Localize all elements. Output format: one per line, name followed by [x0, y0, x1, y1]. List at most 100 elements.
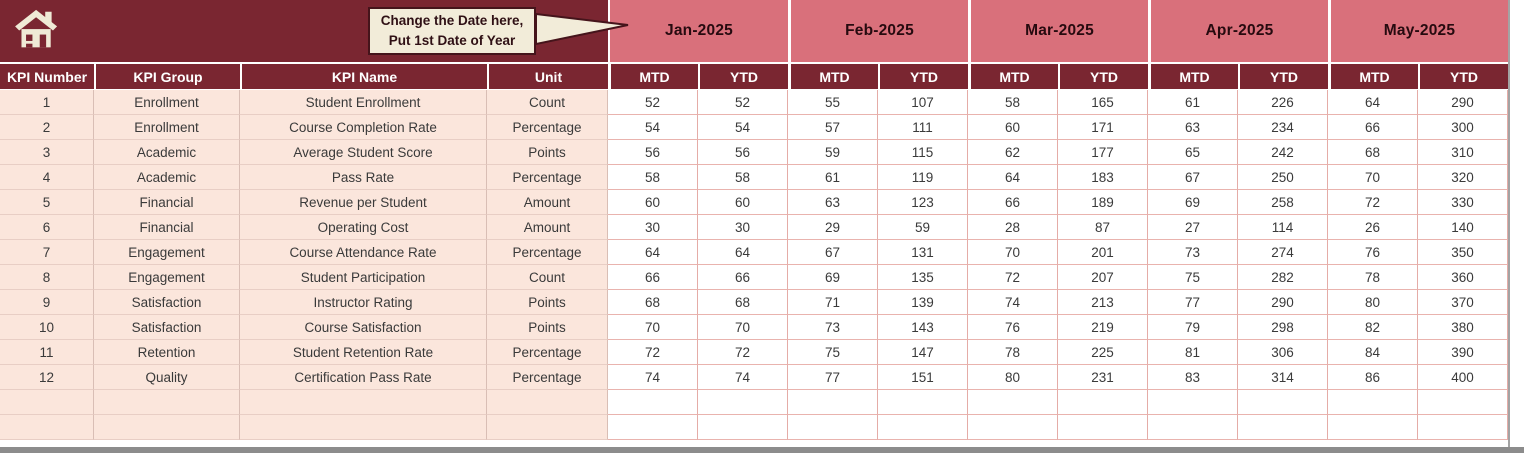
- kpi-group-cell[interactable]: Enrollment: [94, 90, 240, 115]
- month-header-cell-apr[interactable]: Apr-2025: [1148, 0, 1328, 62]
- value-cell-may-mtd[interactable]: 78: [1328, 265, 1418, 290]
- value-cell-feb-ytd[interactable]: 139: [878, 290, 968, 315]
- value-cell-jan-ytd[interactable]: 58: [698, 165, 788, 190]
- kpi-group-cell[interactable]: [94, 415, 240, 440]
- unit-cell[interactable]: Points: [487, 140, 608, 165]
- kpi-name-cell[interactable]: Average Student Score: [240, 140, 487, 165]
- kpi-number-cell[interactable]: 7: [0, 240, 94, 265]
- value-cell-mar-mtd[interactable]: 72: [968, 265, 1058, 290]
- value-cell-jan-ytd[interactable]: 66: [698, 265, 788, 290]
- kpi-group-cell[interactable]: Engagement: [94, 240, 240, 265]
- value-cell-mar-ytd[interactable]: 171: [1058, 115, 1148, 140]
- value-cell-jan-mtd[interactable]: 66: [608, 265, 698, 290]
- value-cell-may-ytd[interactable]: 380: [1418, 315, 1508, 340]
- kpi-name-cell[interactable]: Course Attendance Rate: [240, 240, 487, 265]
- value-cell-feb-ytd[interactable]: [878, 415, 968, 440]
- unit-cell[interactable]: Amount: [487, 215, 608, 240]
- unit-cell[interactable]: Points: [487, 315, 608, 340]
- kpi-group-cell[interactable]: [94, 390, 240, 415]
- kpi-number-cell[interactable]: 5: [0, 190, 94, 215]
- unit-cell[interactable]: Percentage: [487, 340, 608, 365]
- value-cell-feb-mtd[interactable]: 69: [788, 265, 878, 290]
- value-cell-feb-ytd[interactable]: 115: [878, 140, 968, 165]
- value-cell-apr-ytd[interactable]: 242: [1238, 140, 1328, 165]
- value-cell-mar-mtd[interactable]: 60: [968, 115, 1058, 140]
- value-cell-apr-ytd[interactable]: 114: [1238, 215, 1328, 240]
- value-cell-may-ytd[interactable]: 360: [1418, 265, 1508, 290]
- value-cell-may-mtd[interactable]: 72: [1328, 190, 1418, 215]
- kpi-number-cell[interactable]: 1: [0, 90, 94, 115]
- value-cell-feb-ytd[interactable]: 59: [878, 215, 968, 240]
- unit-cell[interactable]: Amount: [487, 190, 608, 215]
- kpi-name-cell[interactable]: [240, 415, 487, 440]
- unit-cell[interactable]: Points: [487, 290, 608, 315]
- value-cell-jan-mtd[interactable]: 68: [608, 290, 698, 315]
- value-cell-feb-ytd[interactable]: 151: [878, 365, 968, 390]
- kpi-name-cell[interactable]: Operating Cost: [240, 215, 487, 240]
- kpi-group-cell[interactable]: Academic: [94, 140, 240, 165]
- value-cell-may-ytd[interactable]: 350: [1418, 240, 1508, 265]
- value-cell-may-ytd[interactable]: 310: [1418, 140, 1508, 165]
- value-cell-feb-ytd[interactable]: [878, 390, 968, 415]
- unit-cell[interactable]: [487, 415, 608, 440]
- value-cell-may-ytd[interactable]: 400: [1418, 365, 1508, 390]
- value-cell-jan-mtd[interactable]: 54: [608, 115, 698, 140]
- unit-cell[interactable]: Percentage: [487, 240, 608, 265]
- value-cell-may-ytd[interactable]: 390: [1418, 340, 1508, 365]
- value-cell-jan-ytd[interactable]: 30: [698, 215, 788, 240]
- kpi-number-cell[interactable]: 11: [0, 340, 94, 365]
- value-cell-jan-ytd[interactable]: 74: [698, 365, 788, 390]
- value-cell-feb-ytd[interactable]: 135: [878, 265, 968, 290]
- kpi-name-cell[interactable]: Pass Rate: [240, 165, 487, 190]
- value-cell-jan-mtd[interactable]: 74: [608, 365, 698, 390]
- value-cell-mar-mtd[interactable]: 66: [968, 190, 1058, 215]
- kpi-group-cell[interactable]: Satisfaction: [94, 315, 240, 340]
- value-cell-mar-mtd[interactable]: 78: [968, 340, 1058, 365]
- kpi-number-cell[interactable]: 2: [0, 115, 94, 140]
- value-cell-feb-mtd[interactable]: 75: [788, 340, 878, 365]
- value-cell-jan-ytd[interactable]: 60: [698, 190, 788, 215]
- value-cell-mar-ytd[interactable]: 207: [1058, 265, 1148, 290]
- value-cell-may-mtd[interactable]: 86: [1328, 365, 1418, 390]
- value-cell-jan-ytd[interactable]: 70: [698, 315, 788, 340]
- value-cell-apr-ytd[interactable]: [1238, 415, 1328, 440]
- value-cell-may-mtd[interactable]: [1328, 415, 1418, 440]
- kpi-number-cell[interactable]: 3: [0, 140, 94, 165]
- unit-cell[interactable]: Count: [487, 90, 608, 115]
- kpi-number-cell[interactable]: 6: [0, 215, 94, 240]
- unit-cell[interactable]: Percentage: [487, 165, 608, 190]
- value-cell-apr-mtd[interactable]: 63: [1148, 115, 1238, 140]
- value-cell-feb-ytd[interactable]: 143: [878, 315, 968, 340]
- value-cell-may-mtd[interactable]: 68: [1328, 140, 1418, 165]
- value-cell-may-ytd[interactable]: 290: [1418, 90, 1508, 115]
- value-cell-feb-mtd[interactable]: 29: [788, 215, 878, 240]
- kpi-name-cell[interactable]: Student Participation: [240, 265, 487, 290]
- value-cell-may-ytd[interactable]: 320: [1418, 165, 1508, 190]
- value-cell-mar-ytd[interactable]: 177: [1058, 140, 1148, 165]
- value-cell-feb-mtd[interactable]: 61: [788, 165, 878, 190]
- kpi-group-cell[interactable]: Enrollment: [94, 115, 240, 140]
- value-cell-mar-ytd[interactable]: 189: [1058, 190, 1148, 215]
- value-cell-jan-ytd[interactable]: [698, 390, 788, 415]
- kpi-number-cell[interactable]: 12: [0, 365, 94, 390]
- month-header-cell-feb[interactable]: Feb-2025: [788, 0, 968, 62]
- value-cell-may-mtd[interactable]: 80: [1328, 290, 1418, 315]
- kpi-number-cell[interactable]: [0, 415, 94, 440]
- value-cell-apr-mtd[interactable]: 73: [1148, 240, 1238, 265]
- value-cell-mar-ytd[interactable]: [1058, 390, 1148, 415]
- kpi-number-cell[interactable]: 4: [0, 165, 94, 190]
- value-cell-mar-mtd[interactable]: [968, 415, 1058, 440]
- value-cell-apr-ytd[interactable]: 314: [1238, 365, 1328, 390]
- value-cell-apr-mtd[interactable]: 77: [1148, 290, 1238, 315]
- value-cell-jan-mtd[interactable]: 70: [608, 315, 698, 340]
- kpi-group-cell[interactable]: Retention: [94, 340, 240, 365]
- kpi-name-cell[interactable]: Course Completion Rate: [240, 115, 487, 140]
- value-cell-feb-ytd[interactable]: 119: [878, 165, 968, 190]
- value-cell-mar-mtd[interactable]: 70: [968, 240, 1058, 265]
- value-cell-apr-ytd[interactable]: 298: [1238, 315, 1328, 340]
- kpi-number-cell[interactable]: 10: [0, 315, 94, 340]
- value-cell-may-mtd[interactable]: 70: [1328, 165, 1418, 190]
- horizontal-scrollbar[interactable]: [0, 447, 1524, 453]
- value-cell-feb-mtd[interactable]: 59: [788, 140, 878, 165]
- value-cell-mar-mtd[interactable]: 74: [968, 290, 1058, 315]
